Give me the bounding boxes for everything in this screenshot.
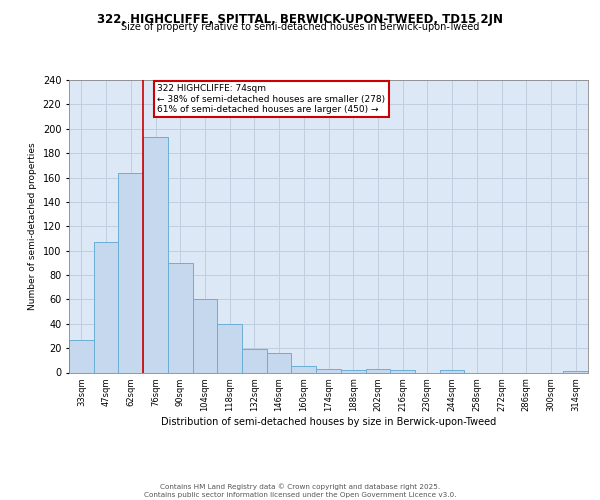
Text: 322, HIGHCLIFFE, SPITTAL, BERWICK-UPON-TWEED, TD15 2JN: 322, HIGHCLIFFE, SPITTAL, BERWICK-UPON-T… [97,12,503,26]
Bar [316,369,341,372]
Y-axis label: Number of semi-detached properties: Number of semi-detached properties [28,142,37,310]
Text: Contains HM Land Registry data © Crown copyright and database right 2025.
Contai: Contains HM Land Registry data © Crown c… [144,484,456,498]
Bar [168,263,193,372]
Bar [69,340,94,372]
Bar [118,172,143,372]
Bar [267,353,292,372]
Bar [242,350,267,372]
Bar [292,366,316,372]
Bar [94,242,118,372]
Bar [390,370,415,372]
X-axis label: Distribution of semi-detached houses by size in Berwick-upon-Tweed: Distribution of semi-detached houses by … [161,417,496,427]
Bar [440,370,464,372]
Bar [341,370,365,372]
Bar [217,324,242,372]
Bar [365,369,390,372]
Bar [193,300,217,372]
Bar [143,138,168,372]
Text: Size of property relative to semi-detached houses in Berwick-upon-Tweed: Size of property relative to semi-detach… [121,22,479,32]
Text: 322 HIGHCLIFFE: 74sqm
← 38% of semi-detached houses are smaller (278)
61% of sem: 322 HIGHCLIFFE: 74sqm ← 38% of semi-deta… [157,84,385,114]
